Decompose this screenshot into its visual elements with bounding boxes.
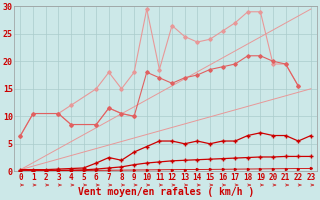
X-axis label: Vent moyen/en rafales ( km/h ): Vent moyen/en rafales ( km/h ) [77, 187, 254, 197]
